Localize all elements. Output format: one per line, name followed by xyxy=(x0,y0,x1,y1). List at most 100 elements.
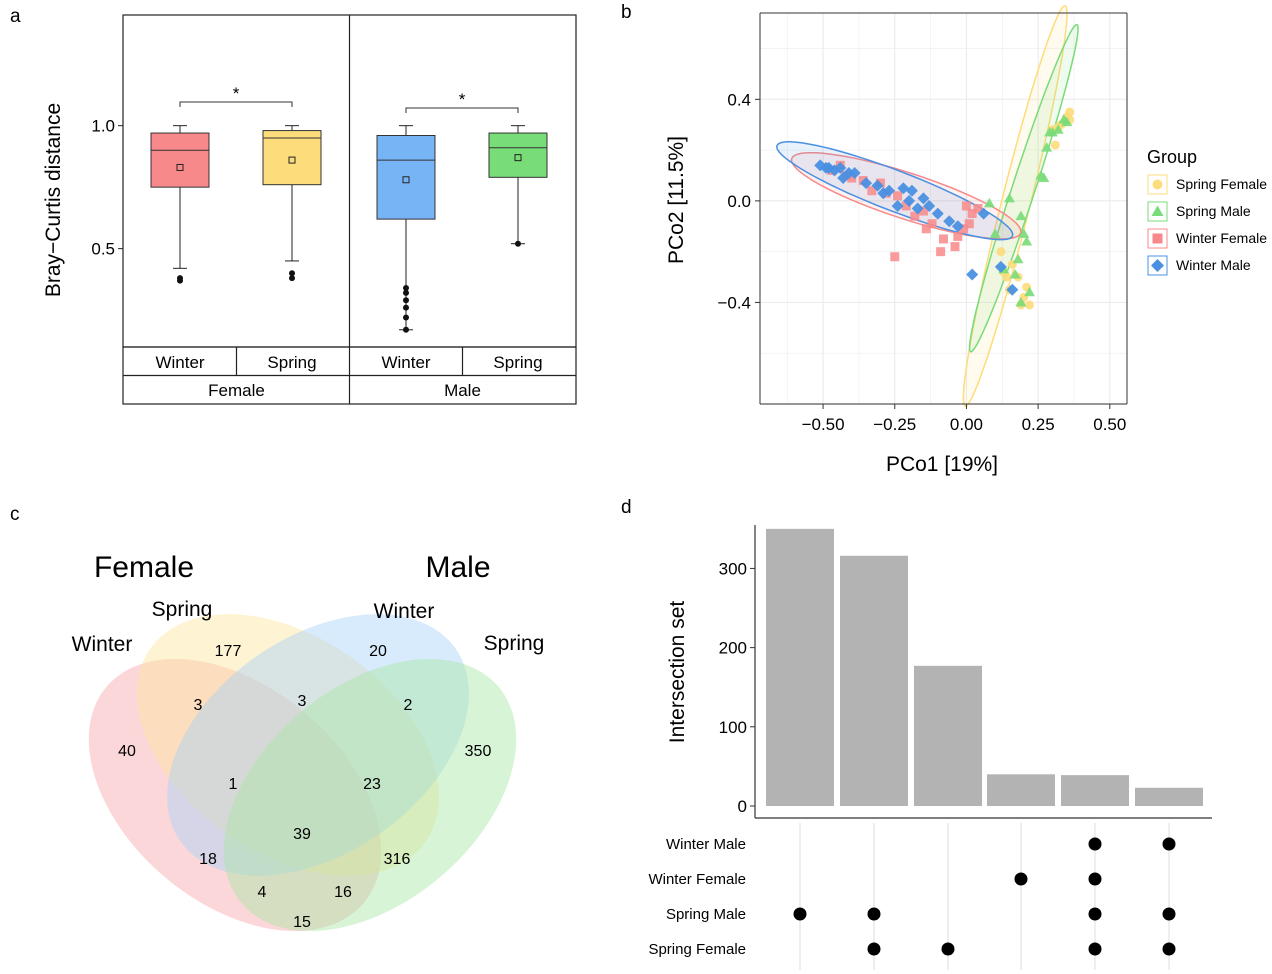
point-winter-male xyxy=(877,187,890,200)
panel-c-venn: Female Male Winter Spring Winter Spring 40 177 2… xyxy=(72,551,545,932)
point-winter-female xyxy=(927,219,937,229)
point-winter-male xyxy=(943,215,956,228)
venn-region-count: 16 xyxy=(334,884,352,901)
point-winter-male xyxy=(977,207,990,220)
venn-set-label: Spring xyxy=(484,632,545,655)
point-winter-female xyxy=(893,191,903,201)
point-winter-male xyxy=(897,182,910,195)
point-winter-female xyxy=(867,186,877,196)
mean-marker xyxy=(514,154,522,162)
venn-region-count: 1 xyxy=(229,776,238,793)
matrix-dot xyxy=(1088,942,1102,956)
point-spring-male xyxy=(1024,286,1036,297)
matrix-dot xyxy=(867,942,881,956)
point-winter-female xyxy=(961,201,971,211)
point-winter-male xyxy=(966,268,979,281)
venn-region-count: 3 xyxy=(194,697,203,714)
point-winter-male xyxy=(903,194,916,207)
panel-letter-b: b xyxy=(621,2,632,23)
panel-letter-c: c xyxy=(10,504,20,525)
point-winter-female xyxy=(939,234,948,244)
legend-title: Group xyxy=(1147,147,1197,167)
significance-bracket xyxy=(405,107,519,113)
point-spring-male xyxy=(983,197,995,208)
point-winter-male xyxy=(819,161,832,174)
venn-set-ellipse xyxy=(88,658,382,932)
point-winter-female xyxy=(918,206,928,216)
venn-set-label: Spring xyxy=(152,598,213,621)
point-winter-male xyxy=(951,220,964,233)
point-winter-female xyxy=(964,219,974,229)
venn-region-count: 350 xyxy=(465,743,492,760)
box xyxy=(150,132,210,188)
matrix-dot xyxy=(1162,837,1176,851)
y-tick-label: −0.4 xyxy=(717,293,751,312)
outlier-point xyxy=(289,270,295,277)
point-winter-female xyxy=(890,252,900,262)
mean-marker xyxy=(176,163,184,171)
panel-letter-a: a xyxy=(10,6,21,27)
legend-item-label: Winter Female xyxy=(1176,230,1267,246)
venn-region-count: 316 xyxy=(384,851,411,868)
box-category-label: Winter xyxy=(381,353,430,372)
set-row-label: Spring Male xyxy=(666,906,746,923)
matrix-dot xyxy=(1088,872,1102,886)
y-tick-label: 1.0 xyxy=(91,117,115,136)
matrix-dot xyxy=(1088,837,1102,851)
point-spring-male xyxy=(1003,192,1015,203)
point-spring-female xyxy=(1050,140,1060,150)
venn-region-count: 18 xyxy=(199,851,217,868)
point-winter-male xyxy=(837,172,850,185)
venn-region-count: 23 xyxy=(363,776,381,793)
matrix-dot xyxy=(1162,907,1176,921)
outlier-point xyxy=(403,289,409,296)
point-winter-female xyxy=(910,211,920,221)
point-winter-male xyxy=(848,166,861,179)
panel-b-pcoa: PCo1 [19%] PCo2 [11.5%] Group −0.50 −0.25… xyxy=(665,4,1267,476)
outlier-point xyxy=(403,304,409,311)
box-category-label: Spring xyxy=(267,353,316,372)
outlier-point xyxy=(177,275,183,282)
significance-star: * xyxy=(459,90,466,109)
mean-marker xyxy=(402,176,410,184)
point-winter-female xyxy=(950,242,960,252)
venn-region-count: 15 xyxy=(293,914,311,931)
x-tick-label: 0.50 xyxy=(1093,415,1126,434)
point-winter-male xyxy=(871,179,884,192)
point-spring-female xyxy=(1065,107,1075,117)
point-winter-male xyxy=(860,177,873,190)
x-tick-label: 0.00 xyxy=(950,415,983,434)
legend-item-label: Spring Male xyxy=(1176,203,1251,219)
confidence-ellipse xyxy=(962,4,1068,408)
venn-female-label: Female xyxy=(94,551,194,584)
legend-item-label: Spring Female xyxy=(1176,176,1267,192)
outlier-point xyxy=(403,326,409,333)
intersection-bar xyxy=(840,555,908,806)
venn-region-count: 177 xyxy=(215,643,242,660)
y-tick-label: 100 xyxy=(719,718,747,737)
panel-d-upset: Intersection set 0 100 200 300 Winter Male Wi… xyxy=(648,525,1212,970)
point-spring-male xyxy=(1015,210,1027,221)
point-spring-male xyxy=(1018,228,1030,238)
y-tick-label: 0.0 xyxy=(727,192,751,211)
matrix-dot xyxy=(1014,872,1028,886)
venn-set-label: Winter xyxy=(72,633,133,656)
plot-background xyxy=(760,13,1127,404)
pcoa-x-axis-title: PCo1 [19%] xyxy=(886,453,998,476)
intersection-bar xyxy=(1135,787,1203,806)
x-tick-label: −0.50 xyxy=(802,415,845,434)
box xyxy=(262,130,322,186)
point-winter-male xyxy=(905,184,918,197)
venn-region-count: 3 xyxy=(298,693,307,710)
box-category-label: Spring xyxy=(493,353,542,372)
point-winter-female xyxy=(967,209,977,219)
pcoa-y-axis-title: PCo2 [11.5%] xyxy=(665,136,688,264)
y-tick-label: 0.5 xyxy=(91,240,115,259)
point-spring-male xyxy=(1015,296,1027,307)
significance-bracket xyxy=(179,101,293,107)
y-tick-label: 300 xyxy=(719,559,747,578)
intersection-bar xyxy=(766,528,834,806)
y-tick-label: 200 xyxy=(719,639,747,658)
point-spring-male xyxy=(1012,253,1024,264)
